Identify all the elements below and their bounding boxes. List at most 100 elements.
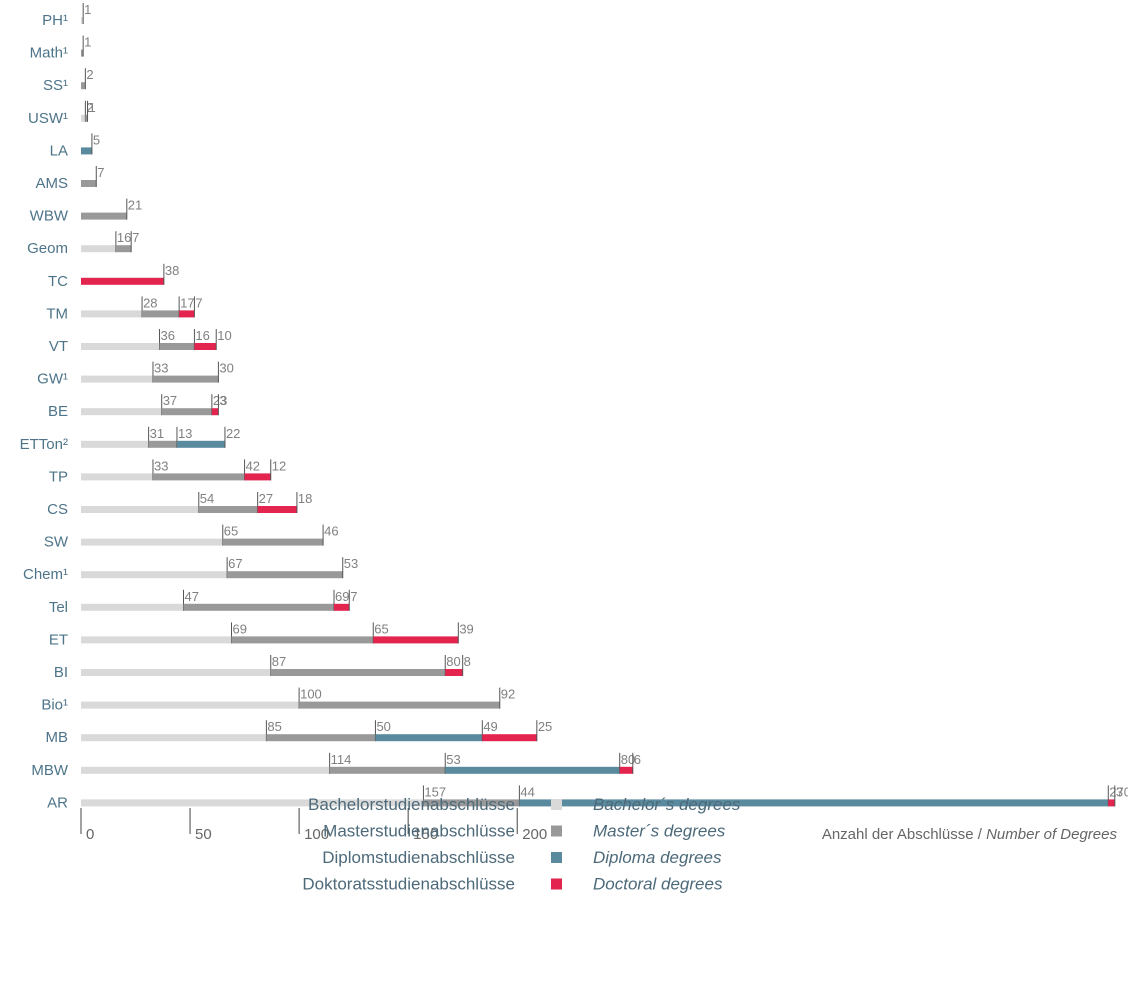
bar-segment: [142, 310, 180, 318]
category-label: Bio¹: [41, 697, 68, 714]
x-axis-title-sep: /: [978, 826, 983, 843]
category-label: Chem¹: [23, 566, 68, 583]
x-tick-label: 50: [195, 826, 212, 843]
bar-segment: [179, 310, 195, 318]
legend-label-en: Doctoral degrees: [593, 875, 723, 894]
bar-segment: [148, 440, 177, 448]
bar-segment: [81, 82, 86, 90]
value-label: 2: [86, 100, 93, 115]
legend-swatch: [551, 878, 562, 890]
category-label: BI: [54, 664, 68, 681]
category-label: Geom: [27, 240, 68, 257]
bar-segment: [81, 180, 97, 187]
legend-label-en: Master´s degrees: [593, 822, 726, 841]
value-label: 10: [217, 328, 231, 343]
bar-segment: [81, 310, 143, 318]
legend-swatch: [551, 799, 562, 810]
category-label: BE: [48, 403, 68, 420]
value-label: 17: [180, 295, 194, 310]
x-axis-title-en: Number of Degrees: [986, 826, 1117, 843]
bar-segment: [81, 603, 184, 611]
category-label: MBW: [31, 762, 69, 779]
legend-swatch: [551, 852, 562, 863]
bar-segment: [270, 669, 446, 676]
bar-segment: [445, 766, 620, 774]
value-label: 49: [483, 719, 497, 734]
bar-segment: [257, 506, 297, 513]
legend-label-en: Diploma degrees: [593, 848, 722, 867]
bar-segment: [81, 343, 160, 350]
bar-segment: [194, 343, 217, 350]
bar-segment: [81, 212, 127, 220]
bar-segment: [373, 636, 459, 644]
value-label: 50: [376, 719, 390, 734]
value-label: 46: [324, 524, 338, 539]
value-label: 42: [246, 458, 260, 473]
value-label: 28: [143, 295, 157, 310]
bar-segment: [211, 408, 219, 416]
x-tick-label: 0: [86, 826, 94, 843]
x-tick-label: 200: [522, 826, 547, 843]
category-label: VT: [49, 338, 68, 355]
bar-segment: [81, 375, 153, 383]
bar-segment: [445, 669, 463, 676]
value-label: 25: [538, 719, 552, 734]
bar-segment: [81, 669, 271, 676]
category-label: ETTon²: [20, 436, 68, 453]
category-label: ET: [49, 631, 68, 648]
category-label: SS¹: [43, 77, 68, 94]
value-label: 65: [224, 524, 238, 539]
value-label: 27: [259, 491, 273, 506]
category-label: Math¹: [30, 45, 68, 62]
category-label: MB: [46, 729, 69, 746]
bar-segment: [334, 603, 350, 611]
bar-segment: [619, 766, 633, 774]
value-label: 23: [213, 393, 227, 408]
bar-segment: [159, 343, 195, 350]
value-label: 114: [331, 752, 352, 767]
bar-segment: [81, 147, 92, 155]
value-label: 16: [117, 230, 131, 245]
legend-label-en: Bachelor´s degrees: [593, 795, 741, 814]
value-label: 5: [93, 132, 100, 147]
value-label: 21: [128, 198, 142, 213]
value-label: 65: [374, 621, 388, 636]
value-label: 37: [163, 393, 177, 408]
legend-label: Masterstudienabschlüsse: [323, 822, 515, 841]
value-label: 44: [520, 784, 534, 799]
bar-segment: [81, 49, 84, 57]
category-label: TM: [46, 305, 68, 322]
bar-segment: [183, 603, 335, 611]
bar-segment: [81, 506, 199, 513]
value-label: 31: [150, 426, 164, 441]
value-label: 270: [1109, 784, 1128, 799]
value-label: 22: [226, 426, 240, 441]
bar-segment: [198, 506, 258, 513]
bar-segment: [482, 734, 537, 742]
x-tick-label: 100: [304, 826, 329, 843]
bar-segment: [81, 114, 86, 122]
value-label: 39: [459, 621, 473, 636]
legend-label: Doktoratsstudienabschlüsse: [302, 875, 515, 894]
bar-segment: [244, 473, 271, 481]
value-label: 33: [154, 361, 168, 376]
value-label: 53: [344, 556, 358, 571]
value-label: 80: [621, 752, 635, 767]
value-label: 12: [272, 458, 286, 473]
category-label: WBW: [30, 208, 69, 225]
bar-segment: [81, 538, 223, 546]
value-label: 7: [97, 165, 104, 180]
bar-segment: [299, 701, 500, 709]
bar-segment: [85, 114, 88, 122]
category-label: AR: [47, 794, 68, 811]
value-label: 67: [228, 556, 242, 571]
value-label: 1: [84, 35, 91, 50]
bar-segment: [81, 408, 162, 416]
bar-segment: [329, 766, 446, 774]
value-label: 92: [501, 687, 515, 702]
value-label: 36: [161, 328, 175, 343]
bar-segment: [81, 734, 267, 742]
category-label: LA: [50, 142, 68, 159]
category-label: TP: [49, 468, 68, 485]
value-label: 30: [219, 361, 233, 376]
